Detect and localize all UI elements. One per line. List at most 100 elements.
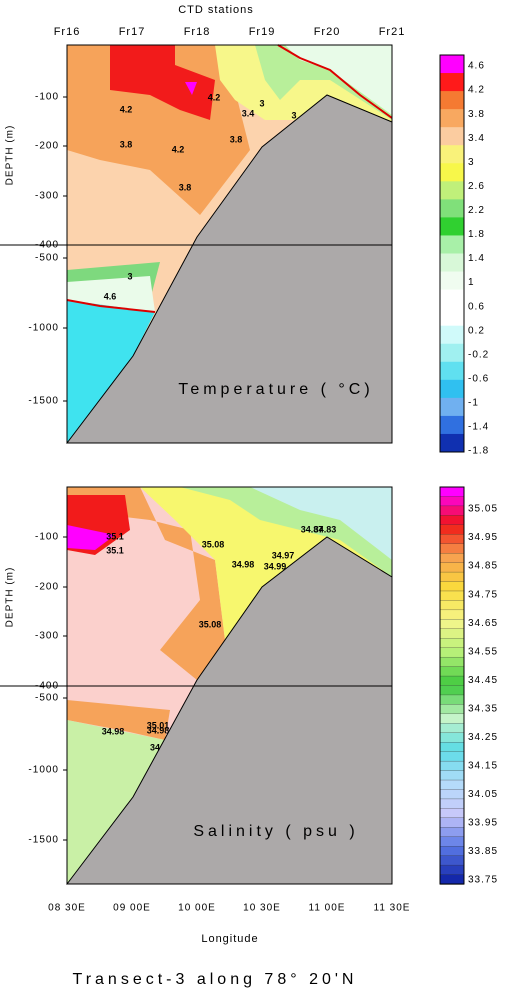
contour-label: 34.98: [147, 725, 170, 735]
colorbar-cell: [439, 704, 465, 715]
y-tick-label: -100: [35, 532, 59, 543]
colorbar-cell: [439, 874, 465, 885]
region: [67, 700, 170, 740]
colorbar-label: 1.4: [468, 253, 485, 264]
colorbar-label: -1: [468, 398, 479, 409]
colorbar-label: -0.2: [468, 349, 489, 360]
colorbar-cell: [439, 666, 465, 677]
contour-label: 34.99: [264, 561, 287, 571]
y-tick-label: -200: [35, 582, 59, 593]
colorbar-cell: [439, 534, 465, 545]
colorbar-cell: [439, 723, 465, 734]
colorbar-label: 0.2: [468, 325, 485, 336]
colorbar-cell: [440, 271, 464, 291]
contour-line: [277, 44, 393, 119]
colorbar-cell: [439, 770, 465, 781]
x-tick-label: 11 30E: [374, 903, 411, 914]
temperature-panel: [0, 44, 393, 444]
contour-label: 4.6: [104, 291, 117, 301]
contour-label: 4.2: [208, 92, 221, 102]
x-tick-label: 11 00E: [309, 903, 346, 914]
contour-label: 4.2: [172, 144, 185, 154]
colorbar-label: 33.95: [468, 818, 498, 829]
colorbar-cell: [440, 289, 464, 309]
colorbar-cell: [440, 91, 464, 110]
colorbar-cell: [439, 694, 465, 706]
region: [67, 487, 225, 680]
contour-label: 35.1: [106, 531, 124, 541]
colorbar-cell: [439, 543, 465, 554]
y-axis-label: DEPTH (m): [5, 125, 16, 186]
colorbar-cell: [440, 397, 464, 417]
colorbar-cell: [440, 379, 464, 399]
y-tick-label: -500: [35, 693, 59, 704]
panel-label: Temperature ( °C): [178, 381, 373, 398]
colorbar-cell: [439, 827, 465, 838]
colorbar-cell: [439, 713, 465, 724]
colorbar-cell: [439, 855, 465, 866]
colorbar-cell: [439, 486, 465, 498]
colorbar-label: 34.75: [468, 589, 498, 600]
salinity-panel: [0, 486, 393, 885]
region: [67, 720, 165, 884]
colorbar-cell: [439, 751, 465, 762]
colorbar-label: 1.8: [468, 229, 485, 240]
station-label: Fr19: [249, 26, 276, 38]
colorbar-cell: [439, 505, 465, 517]
contour-label: 34: [150, 742, 160, 752]
colorbar-label: 34.45: [468, 675, 498, 686]
y-tick-label: -1000: [28, 323, 59, 334]
colorbar-label: 4.6: [468, 61, 485, 72]
x-axis-label: Longitude: [201, 933, 258, 945]
panel-label: Salinity ( psu ): [193, 823, 358, 840]
y-tick-label: -1500: [28, 835, 59, 846]
colorbar-cell: [440, 361, 464, 381]
contour-label: 35.01: [147, 720, 170, 730]
colorbar-label: 34.55: [468, 646, 498, 657]
colorbar-label: 34.35: [468, 703, 498, 714]
colorbar-label: 33.85: [468, 846, 498, 857]
contour-label: 4.2: [120, 104, 133, 114]
colorbar-cell: [439, 675, 465, 687]
stations-title: CTD stations: [178, 4, 254, 16]
colorbar-cell: [439, 553, 465, 564]
x-tick-label: 09 00E: [113, 903, 151, 914]
contour-label: 35.08: [202, 539, 225, 549]
contour-label: 3: [127, 271, 132, 281]
colorbar-cell: [439, 571, 465, 583]
y-tick-label: -100: [35, 92, 59, 103]
region: [250, 487, 392, 560]
colorbar-cell: [439, 864, 465, 876]
contour-label: 34.83: [314, 524, 337, 534]
colorbar-cell: [439, 817, 465, 828]
colorbar-cell: [439, 590, 465, 602]
colorbar-cell: [440, 109, 464, 128]
colorbar-frame: [439, 54, 465, 453]
y-tick-label: -1000: [28, 765, 59, 776]
colorbar-label: 34.95: [468, 532, 498, 543]
colorbar-cell: [439, 628, 465, 639]
colorbar-cell: [440, 199, 464, 218]
region: [185, 82, 197, 95]
colorbar-label: 34.25: [468, 732, 498, 743]
colorbar-cell: [440, 217, 464, 236]
colorbar-cell: [439, 581, 465, 592]
colorbar-cell: [440, 343, 464, 363]
colorbar-label: 0.6: [468, 301, 485, 312]
footer-title: Transect-3 along 78° 20'N: [73, 971, 358, 988]
colorbar-label: 34.05: [468, 789, 498, 800]
colorbar-cell: [439, 647, 465, 658]
colorbar-label: 4.2: [468, 85, 485, 96]
colorbar-cell: [439, 600, 465, 611]
x-tick-label: 10 00E: [178, 903, 216, 914]
colorbar-label: 1: [468, 277, 475, 288]
colorbar-cell: [439, 779, 465, 791]
colorbar-label: 3.8: [468, 109, 485, 120]
colorbar-label: 3: [468, 157, 475, 168]
colorbar-cell: [440, 325, 464, 345]
x-tick-label: 10 30E: [243, 903, 281, 914]
y-tick-label: -200: [35, 141, 59, 152]
station-label: Fr17: [119, 26, 146, 38]
colorbar-cell: [440, 127, 464, 146]
contour-label: 3.8: [179, 182, 192, 192]
